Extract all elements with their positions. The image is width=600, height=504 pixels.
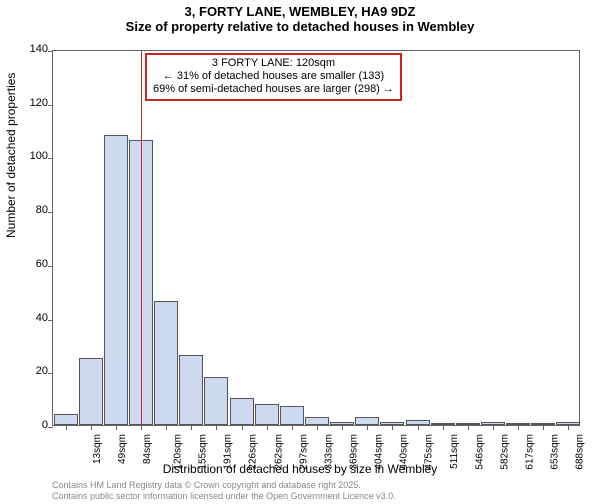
xtick-line (216, 425, 217, 430)
xtick-label: 297sqm (298, 434, 309, 470)
histogram-bar (280, 406, 304, 425)
xtick-line (418, 425, 419, 430)
xtick-line (191, 425, 192, 430)
ytick-label: 20 (8, 365, 48, 377)
histogram-bar (179, 355, 203, 425)
xtick-line (116, 425, 117, 430)
property-annotation: 3 FORTY LANE: 120sqm← 31% of detached ho… (145, 53, 402, 101)
xtick-label: 582sqm (499, 434, 510, 470)
xtick-line (392, 425, 393, 430)
histogram-bar (305, 417, 329, 425)
xtick-label: 688sqm (575, 434, 586, 470)
chart-subtitle: Size of property relative to detached ho… (0, 19, 600, 34)
histogram-bar (54, 414, 78, 425)
xtick-line (242, 425, 243, 430)
xtick-line (342, 425, 343, 430)
xtick-label: 226sqm (248, 434, 259, 470)
annotation-line-1: 3 FORTY LANE: 120sqm (153, 57, 394, 70)
chart-plot-area: 3 FORTY LANE: 120sqm← 31% of detached ho… (52, 50, 580, 426)
ytick-line (48, 105, 53, 106)
xtick-label: 404sqm (374, 434, 385, 470)
xtick-line (543, 425, 544, 430)
ytick-label: 80 (8, 204, 48, 216)
xtick-line (166, 425, 167, 430)
xtick-label: 49sqm (117, 434, 128, 464)
xtick-line (317, 425, 318, 430)
ytick-label: 60 (8, 258, 48, 270)
histogram-bar (204, 377, 228, 425)
footer-attribution: Contains HM Land Registry data © Crown c… (52, 480, 396, 502)
ytick-label: 140 (8, 43, 48, 55)
xtick-line (141, 425, 142, 430)
histogram-bar (230, 398, 254, 425)
xtick-line (443, 425, 444, 430)
ytick-line (48, 320, 53, 321)
xtick-line (468, 425, 469, 430)
xtick-line (91, 425, 92, 430)
xtick-line (292, 425, 293, 430)
annotation-line-3: 69% of semi-detached houses are larger (… (153, 83, 394, 96)
xtick-line (493, 425, 494, 430)
ytick-line (48, 51, 53, 52)
ytick-line (48, 212, 53, 213)
chart-title: 3, FORTY LANE, WEMBLEY, HA9 9DZ (0, 4, 600, 19)
property-marker-line (141, 51, 142, 425)
ytick-label: 100 (8, 150, 48, 162)
xtick-label: 475sqm (424, 434, 435, 470)
xtick-label: 262sqm (273, 434, 284, 470)
xtick-line (568, 425, 569, 430)
xtick-label: 653sqm (550, 434, 561, 470)
xtick-label: 13sqm (92, 434, 103, 464)
ytick-line (48, 158, 53, 159)
ytick-label: 0 (8, 419, 48, 431)
xtick-line (267, 425, 268, 430)
footer-line-1: Contains HM Land Registry data © Crown c… (52, 480, 396, 491)
xtick-label: 333sqm (323, 434, 334, 470)
xtick-label: 546sqm (474, 434, 485, 470)
ytick-label: 40 (8, 312, 48, 324)
xtick-label: 440sqm (399, 434, 410, 470)
footer-line-2: Contains public sector information licen… (52, 491, 396, 502)
annotation-line-2: ← 31% of detached houses are smaller (13… (153, 70, 394, 83)
ytick-line (48, 427, 53, 428)
xtick-line (66, 425, 67, 430)
ytick-line (48, 373, 53, 374)
histogram-bar (104, 135, 128, 425)
xtick-label: 617sqm (525, 434, 536, 470)
histogram-bar (355, 417, 379, 425)
xtick-label: 155sqm (198, 434, 209, 470)
xtick-label: 369sqm (349, 434, 360, 470)
xtick-label: 84sqm (142, 434, 153, 464)
ytick-label: 120 (8, 97, 48, 109)
xtick-label: 191sqm (223, 434, 234, 470)
ytick-line (48, 266, 53, 267)
xtick-label: 120sqm (173, 434, 184, 470)
xtick-label: 511sqm (448, 434, 459, 469)
xtick-line (518, 425, 519, 430)
histogram-bar (79, 358, 103, 425)
histogram-bar (154, 301, 178, 425)
histogram-bar (255, 404, 279, 425)
xtick-line (367, 425, 368, 430)
